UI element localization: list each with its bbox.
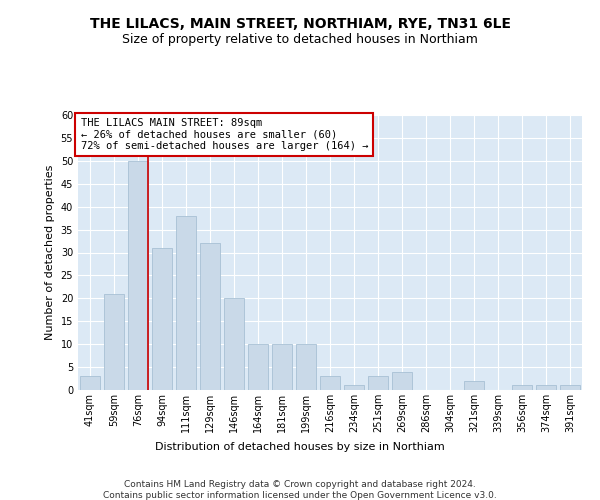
Bar	[536, 386, 556, 390]
Bar	[224, 298, 244, 390]
Text: THE LILACS MAIN STREET: 89sqm
← 26% of detached houses are smaller (60)
72% of s: THE LILACS MAIN STREET: 89sqm ← 26% of d…	[80, 118, 368, 151]
Bar	[104, 294, 124, 390]
Bar	[392, 372, 412, 390]
Bar	[272, 344, 292, 390]
Bar	[560, 386, 580, 390]
Text: Distribution of detached houses by size in Northiam: Distribution of detached houses by size …	[155, 442, 445, 452]
Text: Contains HM Land Registry data © Crown copyright and database right 2024.: Contains HM Land Registry data © Crown c…	[124, 480, 476, 489]
Bar	[200, 244, 220, 390]
Bar	[512, 386, 532, 390]
Bar	[152, 248, 172, 390]
Bar	[176, 216, 196, 390]
Text: THE LILACS, MAIN STREET, NORTHIAM, RYE, TN31 6LE: THE LILACS, MAIN STREET, NORTHIAM, RYE, …	[89, 18, 511, 32]
Bar	[344, 386, 364, 390]
Bar	[296, 344, 316, 390]
Bar	[128, 161, 148, 390]
Text: Contains public sector information licensed under the Open Government Licence v3: Contains public sector information licen…	[103, 491, 497, 500]
Bar	[464, 381, 484, 390]
Y-axis label: Number of detached properties: Number of detached properties	[45, 165, 55, 340]
Bar	[248, 344, 268, 390]
Bar	[320, 376, 340, 390]
Bar	[368, 376, 388, 390]
Bar	[80, 376, 100, 390]
Text: Size of property relative to detached houses in Northiam: Size of property relative to detached ho…	[122, 32, 478, 46]
